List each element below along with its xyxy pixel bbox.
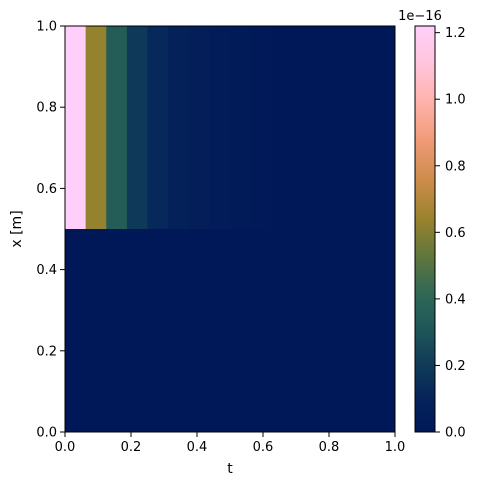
y-tick-label: 0.6 bbox=[36, 182, 57, 197]
heatmap-cell bbox=[106, 26, 128, 230]
heatmap-cell bbox=[147, 229, 169, 433]
heatmap-cell bbox=[250, 229, 272, 433]
heatmap-cell bbox=[85, 229, 107, 433]
heatmap-cells bbox=[65, 26, 396, 433]
heatmap-cell bbox=[147, 26, 169, 230]
colorbar-tick-label: 0.8 bbox=[445, 159, 466, 174]
colorbar-tick-label: 0.6 bbox=[445, 226, 466, 241]
y-axis: 0.0 0.2 0.4 0.6 0.8 1.0 bbox=[36, 20, 65, 441]
heatmap-cell bbox=[168, 26, 190, 230]
y-tick-label: 1.0 bbox=[36, 20, 57, 35]
y-tick-label: 0.8 bbox=[36, 101, 57, 116]
heatmap-cell bbox=[65, 26, 87, 230]
heatmap-cell bbox=[188, 26, 210, 230]
colorbar bbox=[414, 25, 436, 433]
heatmap-cell bbox=[209, 26, 231, 230]
colorbar-offset-label: 1e−16 bbox=[398, 9, 442, 24]
x-axis: 0.0 0.2 0.4 0.6 0.8 1.0 bbox=[55, 432, 406, 455]
y-tick-label: 0.2 bbox=[36, 344, 57, 359]
heatmap-cell bbox=[126, 229, 148, 433]
heatmap-cell bbox=[106, 229, 128, 433]
heatmap-cell bbox=[188, 229, 210, 433]
x-tick-label: 0.0 bbox=[55, 440, 76, 455]
x-axis-label: t bbox=[227, 461, 233, 477]
heatmap-cell bbox=[271, 26, 396, 230]
heatmap-cell bbox=[230, 229, 252, 433]
y-tick-label: 0.0 bbox=[36, 426, 57, 441]
heatmap-cell bbox=[250, 26, 272, 230]
x-tick-label: 0.4 bbox=[187, 440, 208, 455]
colorbar-tick-label: 1.0 bbox=[445, 93, 466, 108]
colorbar-tick-label: 1.2 bbox=[445, 26, 466, 41]
heatmap-cell bbox=[126, 26, 148, 230]
colorbar-axis: 0.0 0.2 0.4 0.6 0.8 1.0 1.2 bbox=[435, 26, 466, 441]
x-tick-label: 0.8 bbox=[319, 440, 340, 455]
heatmap-cell bbox=[85, 26, 107, 230]
y-axis-label: x [m] bbox=[9, 210, 25, 247]
x-tick-label: 0.6 bbox=[253, 440, 274, 455]
y-tick-label: 0.4 bbox=[36, 263, 57, 278]
colorbar-tick-label: 0.2 bbox=[445, 359, 466, 374]
heatmap-cell bbox=[209, 229, 231, 433]
heatmap-cell bbox=[65, 229, 87, 433]
colorbar-tick-label: 0.4 bbox=[445, 292, 466, 307]
colorbar-tick-label: 0.0 bbox=[445, 426, 466, 441]
heatmap-cell bbox=[271, 229, 396, 433]
x-tick-label: 1.0 bbox=[385, 440, 406, 455]
heatmap-cell bbox=[168, 229, 190, 433]
x-tick-label: 0.2 bbox=[121, 440, 142, 455]
plot-frame bbox=[64, 25, 396, 433]
heatmap-cell bbox=[230, 26, 252, 230]
